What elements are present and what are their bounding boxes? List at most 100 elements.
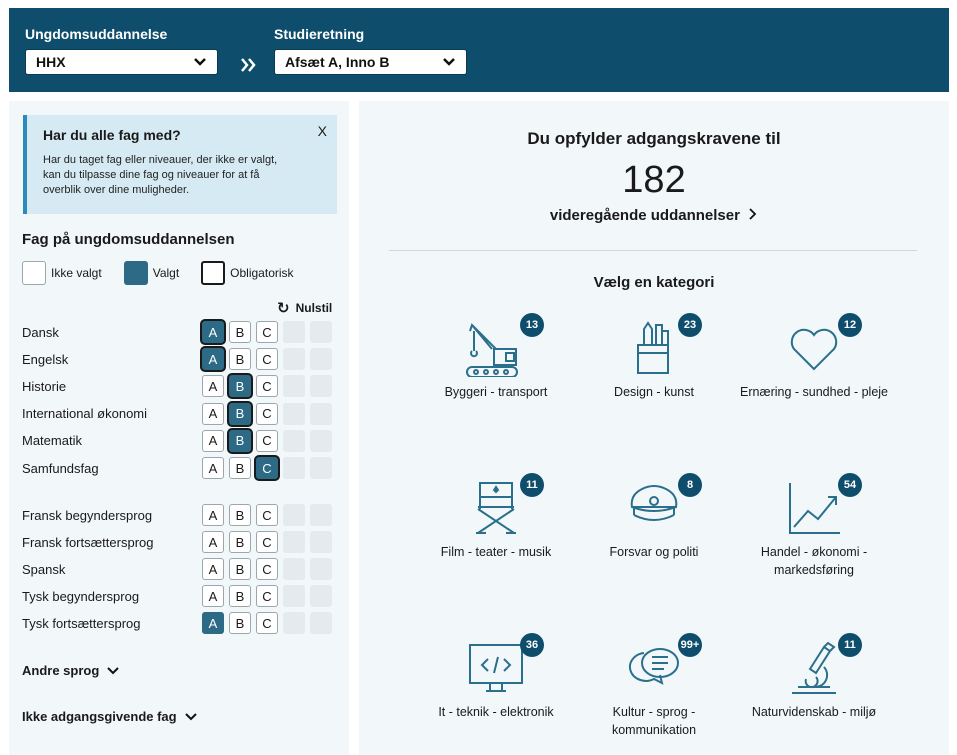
- count-badge: 12: [838, 313, 862, 337]
- subject-name: Matematik: [22, 433, 82, 449]
- level-empty-slot: [310, 429, 332, 452]
- level-c-button[interactable]: C: [256, 504, 278, 526]
- category-card[interactable]: 23 Design - kunst: [579, 313, 729, 401]
- level-c-button[interactable]: C: [256, 457, 278, 479]
- level-a-button[interactable]: A: [202, 375, 224, 398]
- close-icon[interactable]: X: [317, 123, 327, 139]
- level-empty-slot: [310, 531, 332, 553]
- category-card[interactable]: 13 Byggeri - transport: [421, 313, 571, 401]
- level-empty-slot: [283, 585, 305, 607]
- microscope-icon: 11: [784, 633, 862, 697]
- category-card[interactable]: 11 Film - teater - musik: [421, 473, 571, 561]
- level-c-button[interactable]: C: [256, 429, 278, 452]
- level-a-button[interactable]: A: [202, 585, 224, 607]
- level-b-button[interactable]: B: [229, 375, 251, 398]
- level-b-button[interactable]: B: [229, 402, 251, 425]
- category-card[interactable]: 8 Forsvar og politi: [579, 473, 729, 561]
- result-link-label: videregående uddannelser: [549, 207, 740, 224]
- education-label: Ungdomsuddannelse: [25, 26, 168, 42]
- subject-name: Samfundsfag: [22, 460, 99, 476]
- level-empty-slot: [310, 558, 332, 580]
- level-empty-slot: [310, 612, 332, 634]
- speech-bubbles-icon: 99+: [624, 633, 702, 697]
- level-b-button[interactable]: B: [229, 612, 251, 634]
- level-b-button[interactable]: B: [229, 504, 251, 526]
- category-card[interactable]: 11 Naturvidenskab - miljø: [739, 633, 889, 721]
- level-b-button[interactable]: B: [229, 558, 251, 580]
- level-b-button[interactable]: B: [229, 585, 251, 607]
- category-card[interactable]: 54 Handel - økonomi - markedsføring: [739, 473, 889, 579]
- category-card[interactable]: 36 It - teknik - elektronik: [421, 633, 571, 721]
- level-empty-slot: [283, 612, 305, 634]
- category-label: Design - kunst: [614, 385, 694, 399]
- category-card[interactable]: 12 Ernæring - sundhed - pleje: [739, 313, 889, 401]
- count-badge: 8: [678, 473, 702, 497]
- level-a-button[interactable]: A: [202, 612, 224, 634]
- level-a-button[interactable]: A: [202, 429, 224, 452]
- level-b-button[interactable]: B: [229, 348, 251, 371]
- pencil-cup-icon: 23: [624, 313, 702, 377]
- category-card[interactable]: 99+ Kultur - sprog - kommunikation: [579, 633, 729, 739]
- category-label: Ernæring - sundhed - pleje: [740, 385, 888, 399]
- subject-name: Tysk fortsættersprog: [22, 615, 141, 631]
- level-a-button[interactable]: A: [202, 504, 224, 526]
- level-c-button[interactable]: C: [256, 348, 278, 371]
- legend-box-not-selected: [22, 261, 46, 285]
- level-b-button[interactable]: B: [229, 429, 251, 452]
- heart-icon: 12: [784, 313, 862, 377]
- level-empty-slot: [283, 375, 305, 398]
- result-count: 182: [622, 159, 686, 201]
- legend-box-mandatory: [201, 261, 226, 285]
- level-empty-slot: [310, 585, 332, 607]
- legend-box-selected: [123, 261, 148, 285]
- level-empty-slot: [283, 531, 305, 553]
- level-empty-slot: [310, 504, 332, 526]
- subjects-title: Fag på ungdomsuddannelsen: [22, 231, 235, 248]
- education-select[interactable]: HHX: [25, 49, 218, 75]
- level-b-button[interactable]: B: [229, 457, 251, 479]
- subject-row: Tysk begyndersprog A B C: [22, 584, 342, 608]
- level-c-button[interactable]: C: [256, 585, 278, 607]
- level-a-button[interactable]: A: [202, 348, 224, 371]
- category-label: Film - teater - musik: [440, 545, 552, 559]
- level-c-button[interactable]: C: [256, 402, 278, 425]
- subject-row: Samfundsfag A B C: [22, 456, 342, 480]
- code-monitor-icon: 36: [466, 633, 544, 697]
- level-a-button[interactable]: A: [202, 321, 224, 343]
- subject-name: Tysk begyndersprog: [22, 588, 140, 604]
- level-b-button[interactable]: B: [229, 531, 251, 553]
- level-empty-slot: [310, 402, 332, 425]
- chevron-down-icon: [107, 666, 120, 674]
- count-badge: 13: [520, 313, 544, 337]
- level-c-button[interactable]: C: [256, 375, 278, 398]
- level-a-button[interactable]: A: [202, 457, 224, 479]
- level-empty-slot: [283, 321, 305, 343]
- legend-not-selected: Ikke valgt: [22, 261, 102, 285]
- category-label: It - teknik - elektronik: [438, 705, 554, 719]
- count-badge: 54: [838, 473, 862, 497]
- education-select-group: Ungdomsuddannelse HHX: [25, 26, 218, 75]
- category-label: Kultur - sprog - kommunikation: [611, 705, 697, 737]
- level-a-button[interactable]: A: [202, 402, 224, 425]
- level-a-button[interactable]: A: [202, 531, 224, 553]
- level-c-button[interactable]: C: [256, 321, 278, 343]
- non-qualifying-toggle[interactable]: Ikke adgangsgivende fag: [22, 709, 197, 724]
- track-select[interactable]: Afsæt A, Inno B: [274, 49, 467, 75]
- level-c-button[interactable]: C: [256, 558, 278, 580]
- level-b-button[interactable]: B: [229, 321, 251, 343]
- level-c-button[interactable]: C: [256, 531, 278, 553]
- result-link[interactable]: videregående uddannelser: [359, 207, 949, 224]
- divider: [389, 250, 917, 251]
- subject-row: International økonomi A B C: [22, 402, 342, 426]
- subject-name: Engelsk: [22, 351, 69, 367]
- chevron-right-icon: [749, 208, 757, 220]
- level-c-button[interactable]: C: [256, 612, 278, 634]
- other-languages-toggle[interactable]: Andre sprog: [22, 663, 120, 678]
- level-a-button[interactable]: A: [202, 558, 224, 580]
- reset-button[interactable]: ↻ Nulstil: [277, 299, 332, 317]
